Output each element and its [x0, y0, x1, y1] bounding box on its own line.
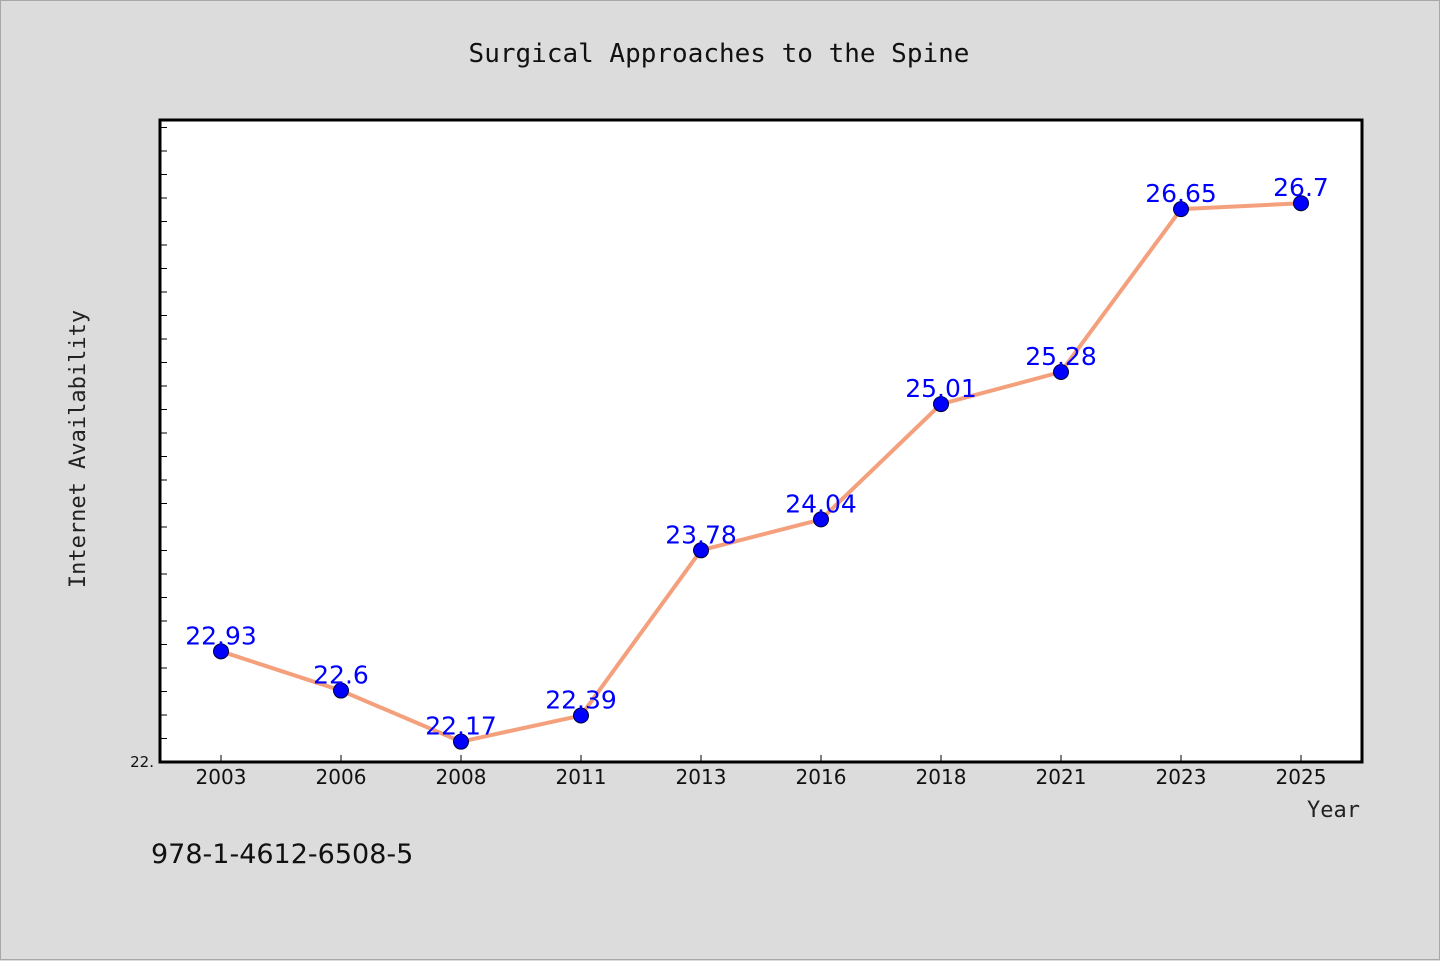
data-label: 22.6: [313, 661, 369, 690]
data-point: [1053, 363, 1069, 380]
series-line: [220, 201, 1302, 744]
x-tick-label: 2011: [556, 765, 607, 789]
series-group: 22.93 22.6 22.17 22.39 23.78 24.04 25.01 25.28 2…: [185, 173, 1329, 750]
data-point: [813, 511, 829, 528]
x-tick-label: 2003: [196, 765, 247, 789]
x-tick-label: 2018: [916, 765, 967, 789]
footer-identifier: 978-1-4612-6508-5: [151, 839, 413, 870]
x-tick-label: 2023: [1156, 765, 1207, 789]
data-point: [693, 542, 709, 559]
data-point: [453, 733, 469, 750]
data-point: [213, 643, 229, 660]
data-point: [1293, 195, 1309, 212]
y-axis-minor-ticks: [160, 127, 167, 739]
x-tick-label: 2016: [796, 765, 847, 789]
x-tick-label: 2021: [1036, 765, 1087, 789]
data-point: [1173, 201, 1189, 218]
data-point: [573, 707, 589, 724]
data-label: 24.04: [785, 489, 857, 518]
data-point: [333, 682, 349, 699]
x-axis-label: Year: [1307, 798, 1360, 823]
data-label: 22.17: [425, 712, 497, 741]
x-tick-label: 2013: [676, 765, 727, 789]
data-label: 22.93: [185, 621, 257, 650]
x-tick-label: 2025: [1276, 765, 1327, 789]
y-tick-label: 22.: [130, 753, 154, 771]
data-label: 23.78: [665, 520, 737, 549]
x-tick-label: 2008: [436, 765, 487, 789]
x-tick-label: 2006: [316, 765, 367, 789]
data-label: 26.7: [1273, 173, 1329, 202]
y-axis-label: Internet Availability: [66, 310, 91, 588]
plot-area: [158, 118, 1364, 764]
data-label: 25.28: [1025, 342, 1097, 371]
data-label: 26.65: [1145, 179, 1217, 208]
chart-title: Surgical Approaches to the Spine: [469, 39, 970, 69]
data-label: 22.39: [545, 686, 617, 715]
x-axis-ticks: 2003 2006 2008 2011 2013 2016 2018 2021 2023 2025: [196, 755, 1327, 789]
data-point: [933, 396, 949, 413]
data-label: 25.01: [905, 374, 977, 403]
